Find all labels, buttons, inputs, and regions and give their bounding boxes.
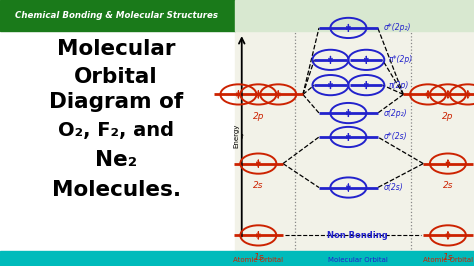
Text: Non Bonding: Non Bonding: [328, 231, 388, 240]
Text: Diagram of: Diagram of: [49, 92, 183, 113]
Text: σ(2p₂): σ(2p₂): [383, 109, 407, 118]
Bar: [0, 0, 235, 31]
Text: 2s: 2s: [253, 181, 264, 190]
Text: Ne₂: Ne₂: [95, 149, 137, 170]
Text: →: →: [240, 133, 246, 138]
Text: 1s: 1s: [443, 253, 453, 262]
Bar: [235, 0, 474, 251]
Text: σ*(2s): σ*(2s): [383, 132, 407, 142]
Text: Chemical Bonding & Molecular Structures: Chemical Bonding & Molecular Structures: [15, 11, 218, 20]
Text: 2p: 2p: [253, 112, 264, 121]
Text: 1s: 1s: [253, 253, 264, 262]
Text: π*(2p): π*(2p): [388, 55, 412, 64]
Bar: [0, 0, 235, 251]
Text: Molecular Orbital: Molecular Orbital: [328, 257, 388, 263]
Text: O₂, F₂, and: O₂, F₂, and: [58, 121, 174, 140]
Text: σ*(2p₂): σ*(2p₂): [383, 23, 411, 32]
Text: Energy: Energy: [233, 123, 239, 148]
Text: 2p: 2p: [442, 112, 454, 121]
Text: Molecules.: Molecules.: [52, 180, 181, 200]
Text: Orbital: Orbital: [74, 67, 158, 87]
Text: Molecular: Molecular: [57, 39, 175, 59]
Text: π(2p): π(2p): [388, 81, 409, 90]
Text: σ(2s): σ(2s): [383, 183, 403, 192]
Bar: [0, 251, 474, 266]
Text: Atomic Orbital: Atomic Orbital: [233, 257, 283, 263]
Bar: [235, 0, 474, 31]
Text: Atomic Orbital: Atomic Orbital: [423, 257, 473, 263]
Text: 2s: 2s: [443, 181, 453, 190]
